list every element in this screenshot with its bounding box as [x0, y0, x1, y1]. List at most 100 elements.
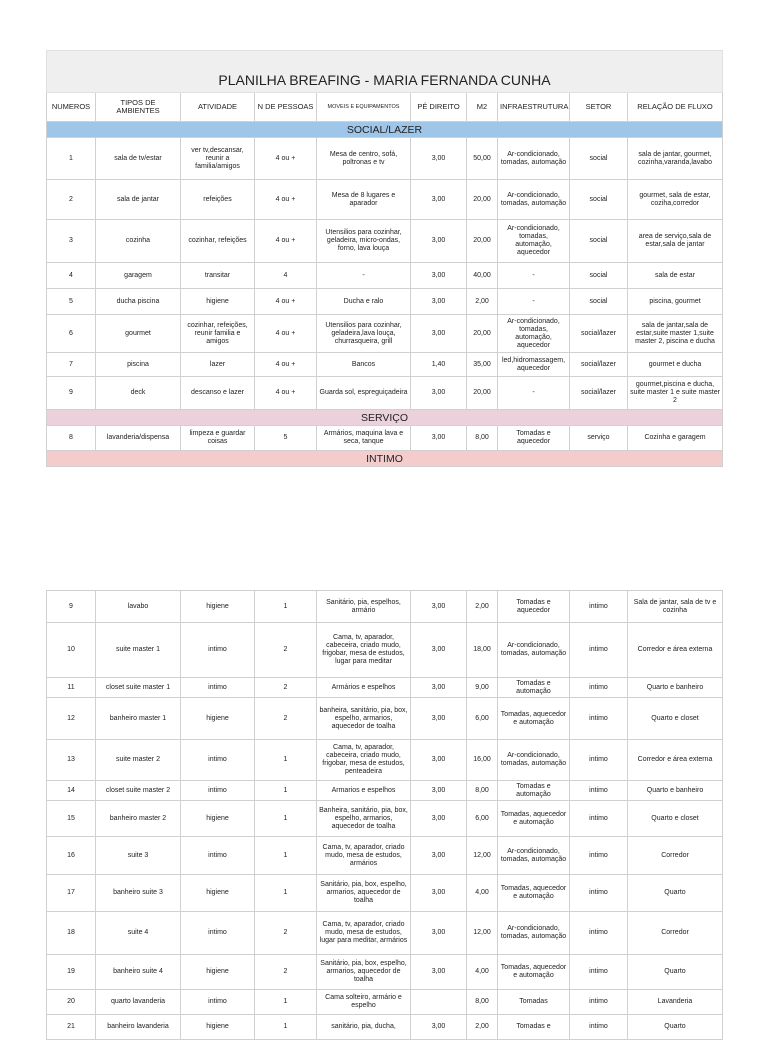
cell-pe-direito: 3,00 [410, 219, 467, 263]
cell-infraestrutura: Ar-condicionado, tomadas, automação [497, 911, 570, 955]
cell-pe-direito: 3,00 [410, 137, 467, 180]
cell-atividade: higiene [180, 288, 255, 315]
cell-tipo-ambiente: banheiro master 2 [95, 800, 181, 837]
cell-moveis-equipamentos: Utensilios para cozinhar, geladeira,lava… [316, 314, 411, 353]
cell-relacao-fluxo: Cozinha e garagem [627, 425, 723, 451]
cell-pe-direito: 3,00 [410, 954, 467, 990]
cell-setor: intimo [569, 780, 628, 801]
cell-tipo-ambiente: lavabo [95, 590, 181, 623]
table-row: 16 suite 3 intimo 1 Cama, tv, aparador, cria… [46, 836, 723, 875]
cell-m2: 8,00 [466, 989, 498, 1015]
cell-setor: social [569, 288, 628, 315]
cell-tipo-ambiente: sala de tv/estar [95, 137, 181, 180]
cell-relacao-fluxo: Corredor e área externa [627, 739, 723, 781]
cell-numero: 6 [46, 314, 96, 353]
cell-tipo-ambiente: banheiro suite 4 [95, 954, 181, 990]
table-row: 9 lavabo higiene 1 Sanitário, pia, espelhos,… [46, 590, 723, 623]
cell-setor: serviço [569, 425, 628, 451]
cell-n-pessoas: 5 [254, 425, 317, 451]
cell-numero: 2 [46, 179, 96, 220]
table-row: 17 banheiro suite 3 higiene 1 Sanitário, pia… [46, 874, 723, 912]
cell-numero: 9 [46, 590, 96, 623]
cell-atividade: refeições [180, 179, 255, 220]
cell-relacao-fluxo: Lavanderia [627, 989, 723, 1015]
cell-setor: social [569, 262, 628, 289]
cell-moveis-equipamentos: Sanitário, pia, espelhos, armário [316, 590, 411, 623]
cell-atividade: lazer [180, 352, 255, 377]
table-row: 13 suite master 2 intimo 1 Cama, tv, aparado… [46, 739, 723, 781]
cell-relacao-fluxo: piscina, gourmet [627, 288, 723, 315]
cell-numero: 18 [46, 911, 96, 955]
cell-pe-direito: 3,00 [410, 425, 467, 451]
cell-numero: 21 [46, 1014, 96, 1040]
cell-m2: 20,00 [466, 376, 498, 410]
section-label: SOCIAL/LAZER [46, 121, 723, 138]
cell-tipo-ambiente: suite 4 [95, 911, 181, 955]
cell-atividade: higiene [180, 1014, 255, 1040]
cell-moveis-equipamentos: Mesa de 8 lugares e aparador [316, 179, 411, 220]
cell-tipo-ambiente: suite master 1 [95, 622, 181, 678]
cell-tipo-ambiente: quarto lavanderia [95, 989, 181, 1015]
cell-n-pessoas: 4 ou + [254, 137, 317, 180]
cell-atividade: intimo [180, 677, 255, 698]
table-row: 5 ducha piscina higiene 4 ou + Ducha e ralo 3… [46, 288, 723, 315]
cell-setor: intimo [569, 800, 628, 837]
section-label: INTIMO [46, 450, 723, 467]
cell-infraestrutura: Tomadas, aquecedor e automação [497, 800, 570, 837]
cell-atividade: higiene [180, 590, 255, 623]
cell-relacao-fluxo: Corredor e área externa [627, 622, 723, 678]
cell-moveis-equipamentos: Sanitário, pia, box, espelho, armarios, … [316, 874, 411, 912]
cell-m2: 8,00 [466, 780, 498, 801]
cell-m2: 2,00 [466, 288, 498, 315]
cell-setor: intimo [569, 954, 628, 990]
cell-tipo-ambiente: banheiro master 1 [95, 697, 181, 740]
cell-moveis-equipamentos: - [316, 262, 411, 289]
cell-m2: 18,00 [466, 622, 498, 678]
cell-infraestrutura: Tomadas e aquecedor [497, 425, 570, 451]
cell-setor: intimo [569, 677, 628, 698]
cell-setor: intimo [569, 911, 628, 955]
cell-numero: 8 [46, 425, 96, 451]
cell-pe-direito: 3,00 [410, 874, 467, 912]
cell-numero: 15 [46, 800, 96, 837]
cell-setor: intimo [569, 1014, 628, 1040]
cell-moveis-equipamentos: Utensilios para cozinhar, geladeira, mic… [316, 219, 411, 263]
cell-n-pessoas: 1 [254, 800, 317, 837]
cell-moveis-equipamentos: Guarda sol, espreguiçadeira [316, 376, 411, 410]
cell-m2: 9,00 [466, 677, 498, 698]
cell-n-pessoas: 1 [254, 836, 317, 875]
cell-infraestrutura: Ar-condicionado, tomadas, automação [497, 739, 570, 781]
cell-tipo-ambiente: banheiro suite 3 [95, 874, 181, 912]
table-row: 4 garagem transitar 4-3,00 40,00- social sala … [46, 262, 723, 289]
header-m2: M2 [466, 92, 498, 122]
cell-atividade: ver tv,descansar, reunir a familia/amigo… [180, 137, 255, 180]
cell-numero: 16 [46, 836, 96, 875]
cell-relacao-fluxo: gourmet e ducha [627, 352, 723, 377]
cell-moveis-equipamentos: Cama, tv, aparador, cabeceira, criado mu… [316, 622, 411, 678]
header-moveis-equipamentos: MOVEIS E EQUIPAMENTOS [316, 92, 411, 122]
cell-moveis-equipamentos: Mesa de centro, sofá, poltronas e tv [316, 137, 411, 180]
cell-infraestrutura: Tomadas [497, 989, 570, 1015]
briefing-table-page-1: PLANILHA BREAFING - MARIA FERNANDA CUNHA… [46, 50, 723, 467]
cell-setor: social/lazer [569, 376, 628, 410]
cell-relacao-fluxo: Quarto e banheiro [627, 677, 723, 698]
cell-m2: 16,00 [466, 739, 498, 781]
cell-atividade: cozinhar, refeições, reunir familia e am… [180, 314, 255, 353]
table-row: 6 gourmet cozinhar, refeições, reunir fami… [46, 314, 723, 353]
cell-n-pessoas: 1 [254, 590, 317, 623]
cell-moveis-equipamentos: Ducha e ralo [316, 288, 411, 315]
header-setor: SETOR [569, 92, 628, 122]
table-row: 15 banheiro master 2 higiene 1 Banheira, san… [46, 800, 723, 837]
cell-infraestrutura: Tomadas, aquecedor e automação [497, 874, 570, 912]
cell-numero: 9 [46, 376, 96, 410]
cell-n-pessoas: 4 ou + [254, 314, 317, 353]
cell-relacao-fluxo: gourmet,piscina e ducha, suite master 1 … [627, 376, 723, 410]
cell-pe-direito: 3,00 [410, 677, 467, 698]
cell-tipo-ambiente: closet suite master 2 [95, 780, 181, 801]
cell-numero: 20 [46, 989, 96, 1015]
section-social: SOCIAL/LAZER [46, 121, 723, 138]
cell-n-pessoas: 4 ou + [254, 219, 317, 263]
cell-m2: 20,00 [466, 179, 498, 220]
cell-atividade: intimo [180, 989, 255, 1015]
cell-n-pessoas: 4 [254, 262, 317, 289]
